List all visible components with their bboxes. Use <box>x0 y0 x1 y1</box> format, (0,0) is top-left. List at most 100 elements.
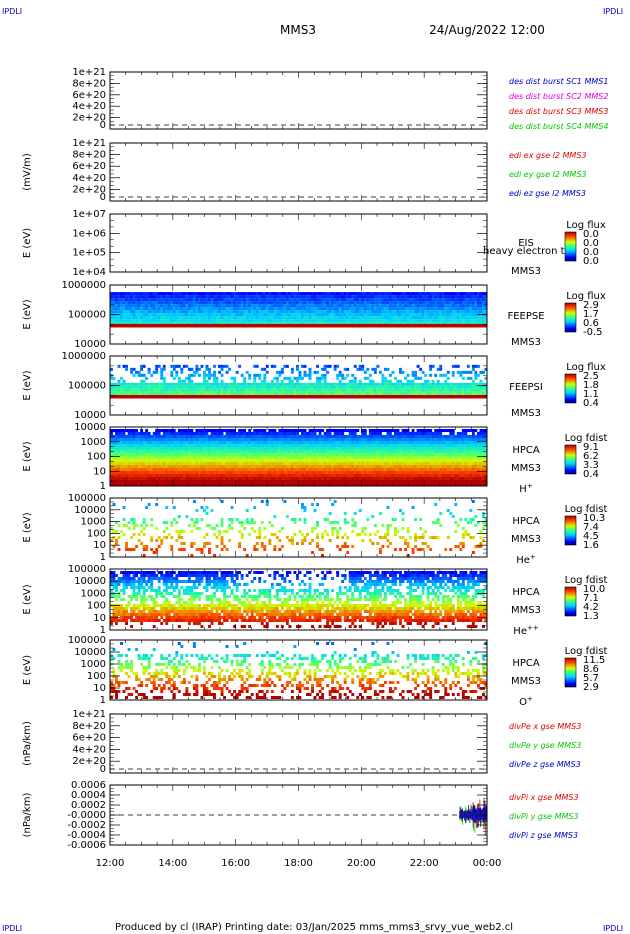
spectrogram-cell <box>213 298 216 302</box>
spectrogram-cell <box>187 391 191 395</box>
spectrogram-cell <box>409 379 412 383</box>
spectrogram-cell <box>210 373 214 377</box>
corner-mark-bottom-left: IPDLI <box>2 924 22 933</box>
spectrogram-cell <box>290 453 294 456</box>
spectrogram-cell <box>416 382 420 386</box>
spectrogram-cell <box>326 388 330 392</box>
spectrogram-cell <box>200 483 204 486</box>
spectrogram-cell <box>278 322 282 326</box>
spectrogram-cell <box>381 373 385 377</box>
spectrogram-cell <box>230 319 234 323</box>
spectrogram-cell <box>439 382 443 386</box>
spectrogram-cell <box>210 307 214 311</box>
spectrogram-cell <box>333 474 337 477</box>
spectrogram-cell <box>444 304 448 308</box>
spectrogram-cell <box>275 307 279 311</box>
spectrogram-cell <box>187 301 191 305</box>
spectrogram-cell <box>208 307 211 311</box>
spectrogram-cell <box>436 382 440 386</box>
spectrogram-cell <box>117 450 121 453</box>
spectrogram-cell <box>245 310 249 314</box>
spectrogram-cell <box>160 447 164 450</box>
spectrogram-cell <box>213 376 216 380</box>
spectrogram-cell <box>258 456 262 459</box>
spectrogram-cell <box>449 313 453 317</box>
spectrogram-cell <box>185 438 189 441</box>
spectrogram-cell <box>150 444 154 447</box>
spectrogram-cell <box>182 456 186 459</box>
spectrogram-cell <box>255 304 259 308</box>
spectrogram-cell <box>263 438 267 441</box>
spectrogram-cell <box>295 307 299 311</box>
spectrogram-cell <box>318 471 322 474</box>
y-tick-label: 1e+21 <box>72 138 106 149</box>
spectrogram-cell <box>265 304 269 308</box>
spectrogram-cell <box>120 298 123 302</box>
spectrogram-cell <box>197 477 201 480</box>
spectrogram-cell <box>431 313 435 317</box>
spectrogram-cell <box>205 429 209 432</box>
spectrogram-cell <box>147 388 151 392</box>
spectrogram-cell <box>293 447 297 450</box>
spectrogram-cell <box>243 313 247 317</box>
spectrogram-cell <box>225 364 229 368</box>
spectrogram-cell <box>223 310 227 314</box>
spectrogram-cell <box>308 471 312 474</box>
spectrogram-cell <box>150 319 154 323</box>
spectrogram-cell <box>258 471 262 474</box>
spectrogram-cell <box>378 298 382 302</box>
spectrogram-cell <box>301 480 304 483</box>
spectrogram-cell <box>205 292 209 296</box>
spectrogram-cell <box>172 438 176 441</box>
spectrogram-cell <box>451 364 455 368</box>
spectrogram-cell <box>240 435 244 438</box>
spectrogram-cell <box>456 304 460 308</box>
spectrogram-cell <box>110 462 113 465</box>
spectrogram-cell <box>235 292 239 296</box>
spectrogram-cell <box>328 364 332 368</box>
spectrogram-cell <box>255 319 259 323</box>
spectrogram-cell <box>311 310 314 314</box>
spectrogram-cell <box>323 391 327 395</box>
spectrogram-cell <box>235 301 239 305</box>
spectrogram-cell <box>343 388 347 392</box>
spectrogram-cell <box>245 316 249 320</box>
spectrogram-cell <box>140 447 144 450</box>
spectrogram-cell <box>167 453 171 456</box>
spectrogram-cell <box>353 313 357 317</box>
spectrogram-cell <box>160 367 164 371</box>
spectrogram-cell <box>115 307 118 311</box>
spectrogram-cell <box>303 298 307 302</box>
spectrogram-cell <box>182 382 186 386</box>
spectrogram-cell <box>235 450 239 453</box>
spectrogram-cell <box>411 304 415 308</box>
spectrogram-cell <box>218 391 221 395</box>
spectrogram-cell <box>431 385 435 389</box>
spectrogram-cell <box>260 456 264 459</box>
spectrogram-cell <box>120 304 123 308</box>
spectrogram-cell <box>228 429 232 432</box>
spectrogram-cell <box>233 432 237 435</box>
spectrogram-cell <box>454 304 458 308</box>
spectrogram-cell <box>215 453 219 456</box>
spectrogram-cell <box>235 444 239 447</box>
spectrogram-cell <box>416 295 420 299</box>
spectrogram-cell <box>170 370 174 374</box>
spectrogram-cell <box>308 388 312 392</box>
spectrogram-cell <box>135 438 139 441</box>
spectrogram-cell <box>265 319 269 323</box>
spectrogram-cell <box>140 480 144 483</box>
spectrogram-cell <box>150 304 154 308</box>
spectrogram-cell <box>263 462 267 465</box>
spectrogram-cell <box>396 307 400 311</box>
spectrogram-cell <box>270 319 274 323</box>
spectrogram-cell <box>444 301 448 305</box>
spectrogram-cell <box>115 292 118 296</box>
spectrogram-cell <box>110 310 113 314</box>
spectrogram-cell <box>122 295 126 299</box>
spectrogram-cell <box>248 483 252 486</box>
spectrogram-cell <box>162 465 166 468</box>
spectrogram-cell <box>454 385 458 389</box>
spectrogram-cell <box>306 462 309 465</box>
spectrogram-cell <box>439 364 443 368</box>
